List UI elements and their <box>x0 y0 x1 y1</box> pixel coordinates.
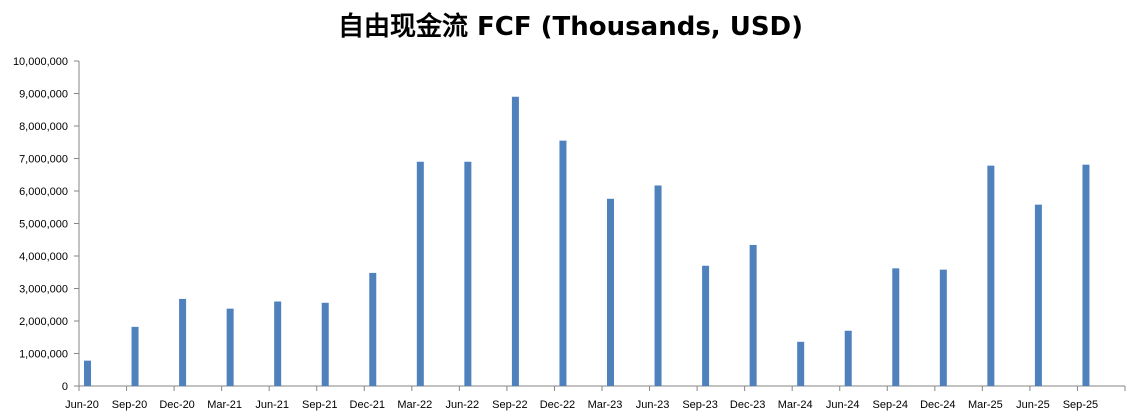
bar <box>797 341 805 386</box>
x-axis-tick-labels: Jun-20 Sep-20 Dec-20 Mar-21 Jun-21 Sep-21 Dec-… <box>65 399 1098 411</box>
chart-title: 自由现金流 FCF (Thousands, USD) <box>337 12 804 42</box>
axes <box>74 60 1126 391</box>
y-tick-label: 6,000,000 <box>19 186 68 198</box>
x-tick-label: Sep-22 <box>492 399 527 411</box>
y-tick-label: 5,000,000 <box>19 219 68 231</box>
bar <box>369 272 377 386</box>
y-tick-label: 9,000,000 <box>19 89 68 101</box>
x-tick-label: Sep-24 <box>873 399 908 411</box>
bar <box>464 161 472 386</box>
bar <box>84 360 91 386</box>
x-tick-label: Sep-21 <box>302 399 337 411</box>
bar <box>892 268 900 386</box>
bar <box>511 96 519 386</box>
x-tick-label: Mar-21 <box>207 399 242 411</box>
x-tick-label: Sep-23 <box>682 399 717 411</box>
bar <box>844 330 852 386</box>
x-tick-label: Dec-21 <box>350 399 385 411</box>
y-tick-label: 3,000,000 <box>19 284 68 296</box>
y-tick-label: 8,000,000 <box>19 121 68 133</box>
bar <box>559 140 567 386</box>
y-axis-tick-labels: 0 1,000,000 2,000,000 3,000,000 4,000,000 5,0… <box>13 56 68 393</box>
x-tick-label: Jun-23 <box>636 399 670 411</box>
y-tick-label: 0 <box>62 381 68 393</box>
bars <box>84 96 1090 386</box>
y-tick-label: 7,000,000 <box>19 154 68 166</box>
x-tick-label: Dec-24 <box>920 399 955 411</box>
x-tick-label: Mar-22 <box>397 399 432 411</box>
bar <box>226 308 234 386</box>
bar <box>749 244 757 386</box>
bar <box>179 298 187 386</box>
x-tick-label: Jun-21 <box>255 399 289 411</box>
x-tick-label: Sep-25 <box>1063 399 1098 411</box>
x-tick-label: Sep-20 <box>112 399 147 411</box>
bar <box>939 269 947 386</box>
bar <box>321 302 329 386</box>
bar <box>131 326 139 386</box>
bar <box>607 198 614 386</box>
y-tick-label: 2,000,000 <box>19 316 68 328</box>
x-tick-label: Dec-20 <box>159 399 194 411</box>
x-tick-label: Jun-22 <box>446 399 480 411</box>
x-tick-label: Jun-24 <box>826 399 860 411</box>
bar <box>274 301 282 386</box>
bar <box>1034 204 1042 386</box>
x-tick-label: Mar-24 <box>778 399 813 411</box>
bar <box>416 161 424 386</box>
x-tick-label: Dec-22 <box>540 399 575 411</box>
y-tick-label: 10,000,000 <box>13 56 68 68</box>
x-tick-label: Mar-23 <box>588 399 623 411</box>
y-tick-label: 4,000,000 <box>19 251 68 263</box>
bar <box>654 185 662 386</box>
bar <box>1082 164 1090 386</box>
x-tick-label: Dec-23 <box>730 399 765 411</box>
y-tick-label: 1,000,000 <box>19 349 68 361</box>
bar <box>987 165 995 386</box>
x-tick-label: Jun-25 <box>1016 399 1050 411</box>
bar <box>702 265 710 386</box>
x-tick-label: Jun-20 <box>65 399 99 411</box>
x-tick-label: Mar-25 <box>968 399 1003 411</box>
